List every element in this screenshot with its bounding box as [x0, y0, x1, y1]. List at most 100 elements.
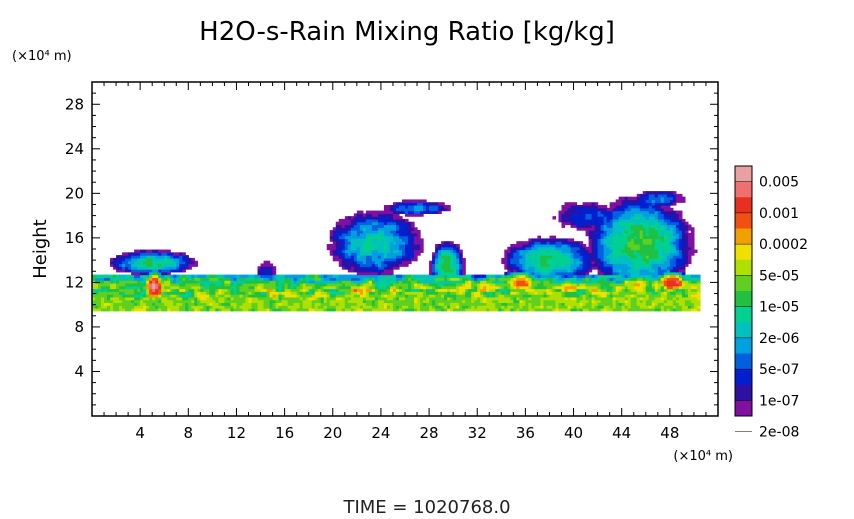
field-cell [528, 305, 532, 309]
field-cell [164, 274, 168, 278]
field-cell [368, 243, 373, 248]
field-cell [362, 246, 367, 251]
field-cell [392, 238, 397, 242]
field-cell [167, 252, 171, 256]
field-cell [353, 282, 358, 287]
field-cell [263, 302, 268, 306]
field-cell [386, 294, 391, 298]
field-cell [188, 277, 192, 281]
field-cell [116, 257, 120, 262]
field-cell [362, 263, 367, 267]
field-cell [669, 274, 674, 278]
field-cell [209, 305, 213, 309]
field-cell [362, 255, 367, 259]
field-cell [233, 305, 238, 309]
field-cell [657, 269, 662, 273]
field-cell [687, 224, 692, 228]
field-cell [435, 280, 439, 284]
field-cell [654, 257, 659, 262]
field-cell [411, 205, 415, 209]
field-cell [573, 221, 578, 226]
field-cell [636, 266, 641, 270]
field-cell [546, 246, 551, 251]
field-cell [633, 294, 638, 298]
field-cell [392, 266, 397, 270]
field-cell [570, 221, 575, 226]
field-cell [338, 249, 343, 253]
field-cell [495, 285, 499, 290]
field-cell [233, 282, 238, 287]
field-cell [347, 224, 352, 228]
field-cell [389, 216, 394, 220]
field-cell [633, 199, 638, 203]
field-cell [588, 205, 593, 209]
field-cell [633, 291, 638, 295]
field-cell [365, 213, 370, 217]
field-cell [678, 216, 683, 220]
field-cell [173, 302, 177, 306]
field-cell [194, 299, 198, 304]
field-cell [558, 252, 563, 256]
field-cell [492, 299, 496, 304]
field-cell [585, 285, 590, 290]
field-cell [621, 302, 626, 306]
field-cell [447, 271, 451, 276]
field-cell [597, 227, 602, 231]
field-cell [95, 288, 99, 292]
field-cell [501, 274, 505, 278]
field-cell [441, 288, 445, 292]
field-cell [287, 299, 292, 304]
field-cell [663, 249, 668, 253]
field-cell [678, 308, 683, 312]
field-cell [588, 282, 593, 287]
field-cell [152, 260, 156, 265]
field-cell [395, 227, 400, 231]
field-cell [110, 260, 114, 265]
field-cell [401, 227, 406, 231]
field-cell [522, 274, 526, 278]
field-cell [248, 288, 253, 292]
field-cell [317, 291, 322, 295]
field-cell [251, 288, 256, 292]
field-cell [522, 257, 526, 262]
field-cell [125, 288, 129, 292]
field-cell [483, 305, 487, 309]
field-cell [585, 299, 590, 304]
field-cell [633, 216, 638, 220]
field-cell [152, 263, 156, 267]
field-cell [447, 266, 451, 270]
field-cell [414, 207, 418, 212]
field-cell [383, 277, 388, 281]
field-cell [606, 227, 611, 231]
field-cell [191, 257, 195, 262]
field-cell [263, 305, 268, 309]
field-cell [480, 280, 484, 284]
field-cell [639, 260, 644, 265]
field-cell [405, 296, 409, 301]
field-cell [389, 308, 394, 312]
field-cell [350, 294, 355, 298]
field-cell [365, 260, 370, 265]
field-cell [591, 249, 596, 253]
field-cell [137, 255, 141, 259]
field-cell [245, 296, 250, 301]
field-cell [411, 241, 415, 245]
field-cell [380, 213, 385, 217]
field-cell [654, 266, 659, 270]
field-cell [329, 252, 334, 256]
field-cell [645, 299, 650, 304]
field-cell [417, 246, 421, 251]
field-cell [543, 263, 548, 267]
field-cell [570, 246, 575, 251]
field-cell [654, 205, 659, 209]
field-cell [435, 246, 439, 251]
field-cell [600, 224, 605, 228]
field-cell [609, 232, 614, 237]
field-cell [570, 249, 575, 253]
field-cell [398, 288, 403, 292]
field-cell [362, 238, 367, 242]
field-cell [537, 241, 542, 245]
field-cell [678, 218, 683, 223]
chart-title: H2O-s-Rain Mixing Ratio [kg/kg] [199, 17, 615, 47]
field-cell [227, 302, 232, 306]
